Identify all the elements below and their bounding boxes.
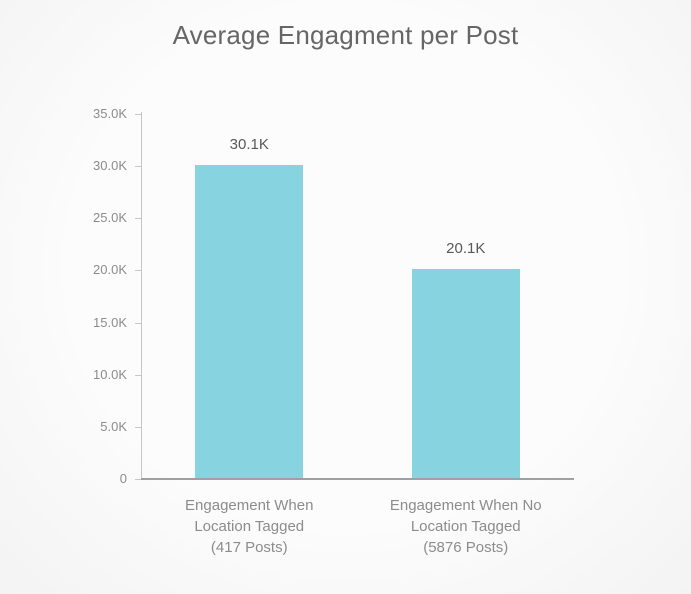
y-tick-label: 0 xyxy=(119,471,127,486)
y-tick-mark xyxy=(135,270,141,272)
x-category-label-line: Engagement When No xyxy=(389,497,542,514)
x-category-label-line: Location Tagged xyxy=(410,518,521,535)
x-category-label-line: Engagement When xyxy=(185,497,314,514)
x-category-label: Engagement When No Location Tagged (5876 P… xyxy=(356,495,576,558)
plot-area: 35.0K 30.0K 25.0K 20.0K 15.0K 10.0K 5.0K 0 30.1… xyxy=(93,107,574,556)
y-axis-line xyxy=(141,112,142,479)
bar[interactable] xyxy=(411,269,520,479)
y-tick-label: 25.0K xyxy=(93,210,127,226)
x-category-label-line: (417 Posts) xyxy=(210,539,288,556)
x-category-label: Engagement When Location Tagged (417 Posts… xyxy=(139,495,359,558)
chart-title: Average Engagment per Post xyxy=(172,20,519,50)
bar-value-label: 30.1K xyxy=(229,136,269,154)
x-category-label-line: (5876 Posts) xyxy=(423,539,509,556)
y-tick-label: 30.0K xyxy=(93,158,127,174)
y-tick-mark xyxy=(135,426,141,428)
x-axis-line xyxy=(141,478,574,480)
y-tick-mark xyxy=(135,166,141,168)
y-tick-label: 10.0K xyxy=(93,366,127,382)
y-tick-label: 15.0K xyxy=(93,314,127,330)
y-tick-mark xyxy=(135,374,141,376)
x-category-label-line: Location Tagged xyxy=(194,518,305,535)
y-tick-label: 5.0K xyxy=(100,418,127,434)
y-tick-mark xyxy=(135,218,141,220)
y-tick-mark xyxy=(135,114,141,115)
bar-value-label: 20.1K xyxy=(446,240,486,258)
bar[interactable] xyxy=(195,165,304,479)
y-tick-label: 20.0K xyxy=(93,262,127,278)
y-tick-mark xyxy=(135,322,141,324)
y-tick-mark xyxy=(135,479,141,480)
y-tick-label: 35.0K xyxy=(93,106,127,121)
